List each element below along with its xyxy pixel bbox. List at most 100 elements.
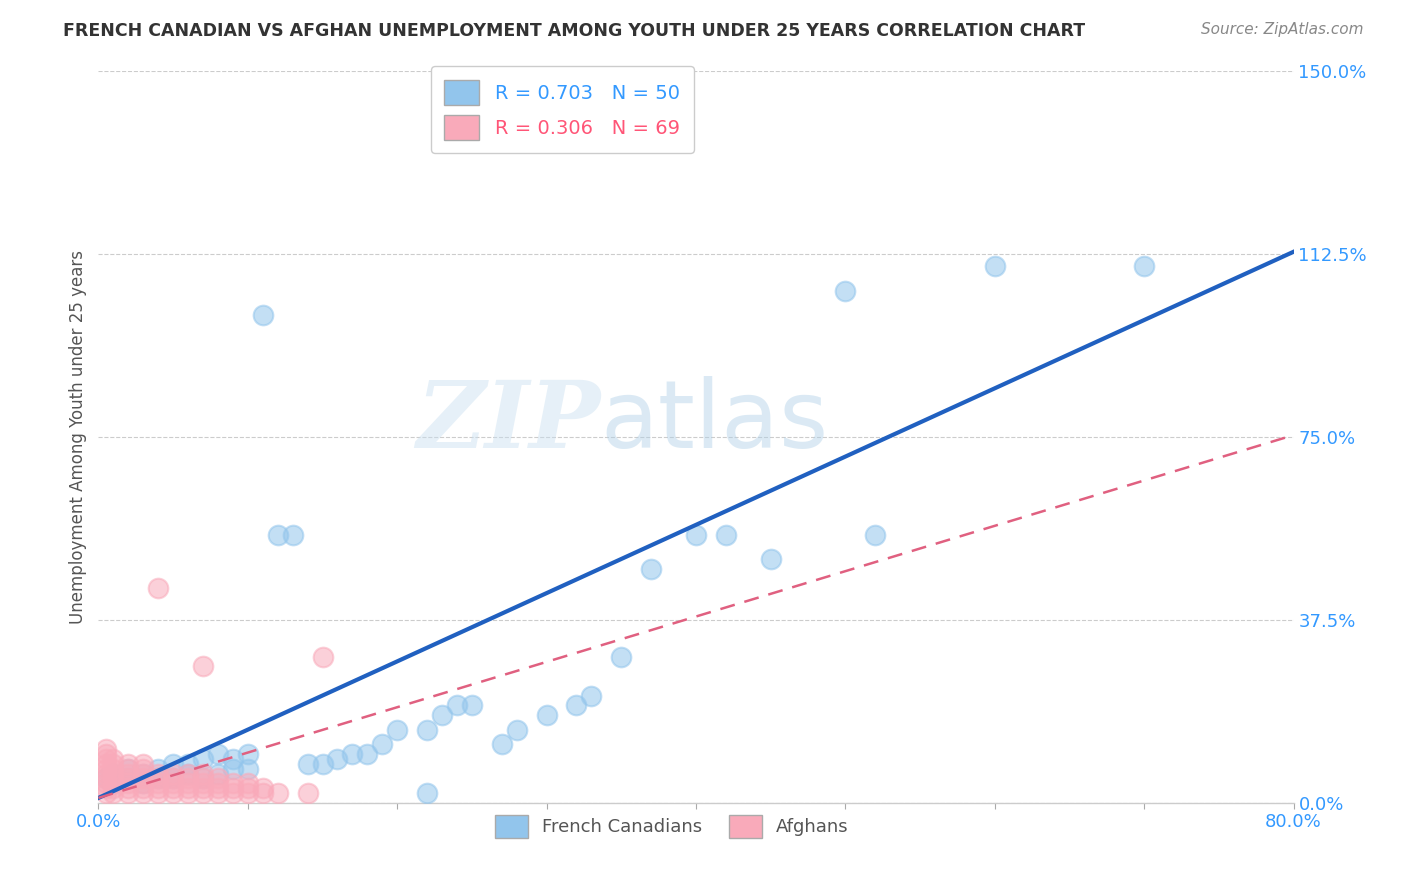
Point	[103, 776, 125, 790]
Point	[94, 742, 117, 756]
Point	[94, 756, 117, 771]
Point	[191, 772, 214, 786]
Text: ZIP: ZIP	[416, 377, 600, 467]
Text: Source: ZipAtlas.com: Source: ZipAtlas.com	[1201, 22, 1364, 37]
Point	[103, 766, 125, 780]
Point	[148, 786, 170, 800]
Text: atlas: atlas	[600, 376, 828, 468]
Point	[191, 752, 214, 766]
Point	[148, 772, 170, 786]
Point	[132, 776, 155, 790]
Point	[162, 781, 184, 796]
Point	[117, 772, 139, 786]
Point	[191, 659, 214, 673]
Point	[103, 776, 125, 790]
Point	[834, 284, 856, 298]
Point	[103, 752, 125, 766]
Point	[148, 762, 170, 776]
Point	[984, 260, 1007, 274]
Point	[191, 781, 214, 796]
Point	[207, 776, 229, 790]
Point	[207, 786, 229, 800]
Point	[162, 766, 184, 780]
Point	[148, 776, 170, 790]
Point	[385, 723, 409, 737]
Point	[177, 766, 200, 780]
Point	[117, 762, 139, 776]
Point	[117, 776, 139, 790]
Point	[430, 708, 453, 723]
Point	[416, 723, 439, 737]
Point	[148, 772, 170, 786]
Point	[640, 562, 662, 576]
Point	[162, 776, 184, 790]
Point	[94, 766, 117, 780]
Point	[191, 766, 214, 780]
Point	[94, 747, 117, 761]
Point	[865, 527, 887, 541]
Point	[491, 737, 513, 751]
Point	[132, 756, 155, 771]
Point	[191, 776, 214, 790]
Point	[685, 527, 707, 541]
Point	[177, 781, 200, 796]
Point	[311, 756, 333, 771]
Point	[94, 762, 117, 776]
Point	[222, 781, 245, 796]
Point	[94, 781, 117, 796]
Point	[132, 776, 155, 790]
Point	[610, 649, 633, 664]
Point	[117, 781, 139, 796]
Point	[416, 786, 439, 800]
Point	[236, 762, 259, 776]
Point	[148, 781, 170, 796]
Point	[461, 698, 484, 713]
Point	[759, 552, 782, 566]
Point	[177, 756, 200, 771]
Point	[103, 756, 125, 771]
Point	[177, 772, 200, 786]
Point	[132, 786, 155, 800]
Point	[94, 752, 117, 766]
Point	[371, 737, 394, 751]
Point	[1133, 260, 1156, 274]
Point	[94, 772, 117, 786]
Point	[103, 781, 125, 796]
Point	[222, 762, 245, 776]
Point	[103, 766, 125, 780]
Point	[506, 723, 529, 737]
Point	[326, 752, 349, 766]
Point	[177, 766, 200, 780]
Point	[207, 781, 229, 796]
Legend: French Canadians, Afghans: French Canadians, Afghans	[488, 807, 856, 845]
Point	[162, 772, 184, 786]
Point	[162, 786, 184, 800]
Point	[281, 527, 304, 541]
Point	[714, 527, 737, 541]
Point	[252, 786, 274, 800]
Point	[132, 766, 155, 780]
Point	[117, 772, 139, 786]
Point	[148, 766, 170, 780]
Point	[94, 786, 117, 800]
Point	[267, 786, 290, 800]
Point	[236, 747, 259, 761]
Point	[236, 776, 259, 790]
Point	[297, 756, 319, 771]
Point	[297, 786, 319, 800]
Point	[252, 781, 274, 796]
Point	[342, 747, 364, 761]
Point	[117, 786, 139, 800]
Point	[536, 708, 558, 723]
Point	[191, 786, 214, 800]
Point	[565, 698, 588, 713]
Point	[222, 786, 245, 800]
Point	[356, 747, 378, 761]
Point	[446, 698, 468, 713]
Point	[177, 786, 200, 800]
Point	[132, 762, 155, 776]
Point	[207, 747, 229, 761]
Point	[132, 766, 155, 780]
Point	[222, 776, 245, 790]
Point	[236, 781, 259, 796]
